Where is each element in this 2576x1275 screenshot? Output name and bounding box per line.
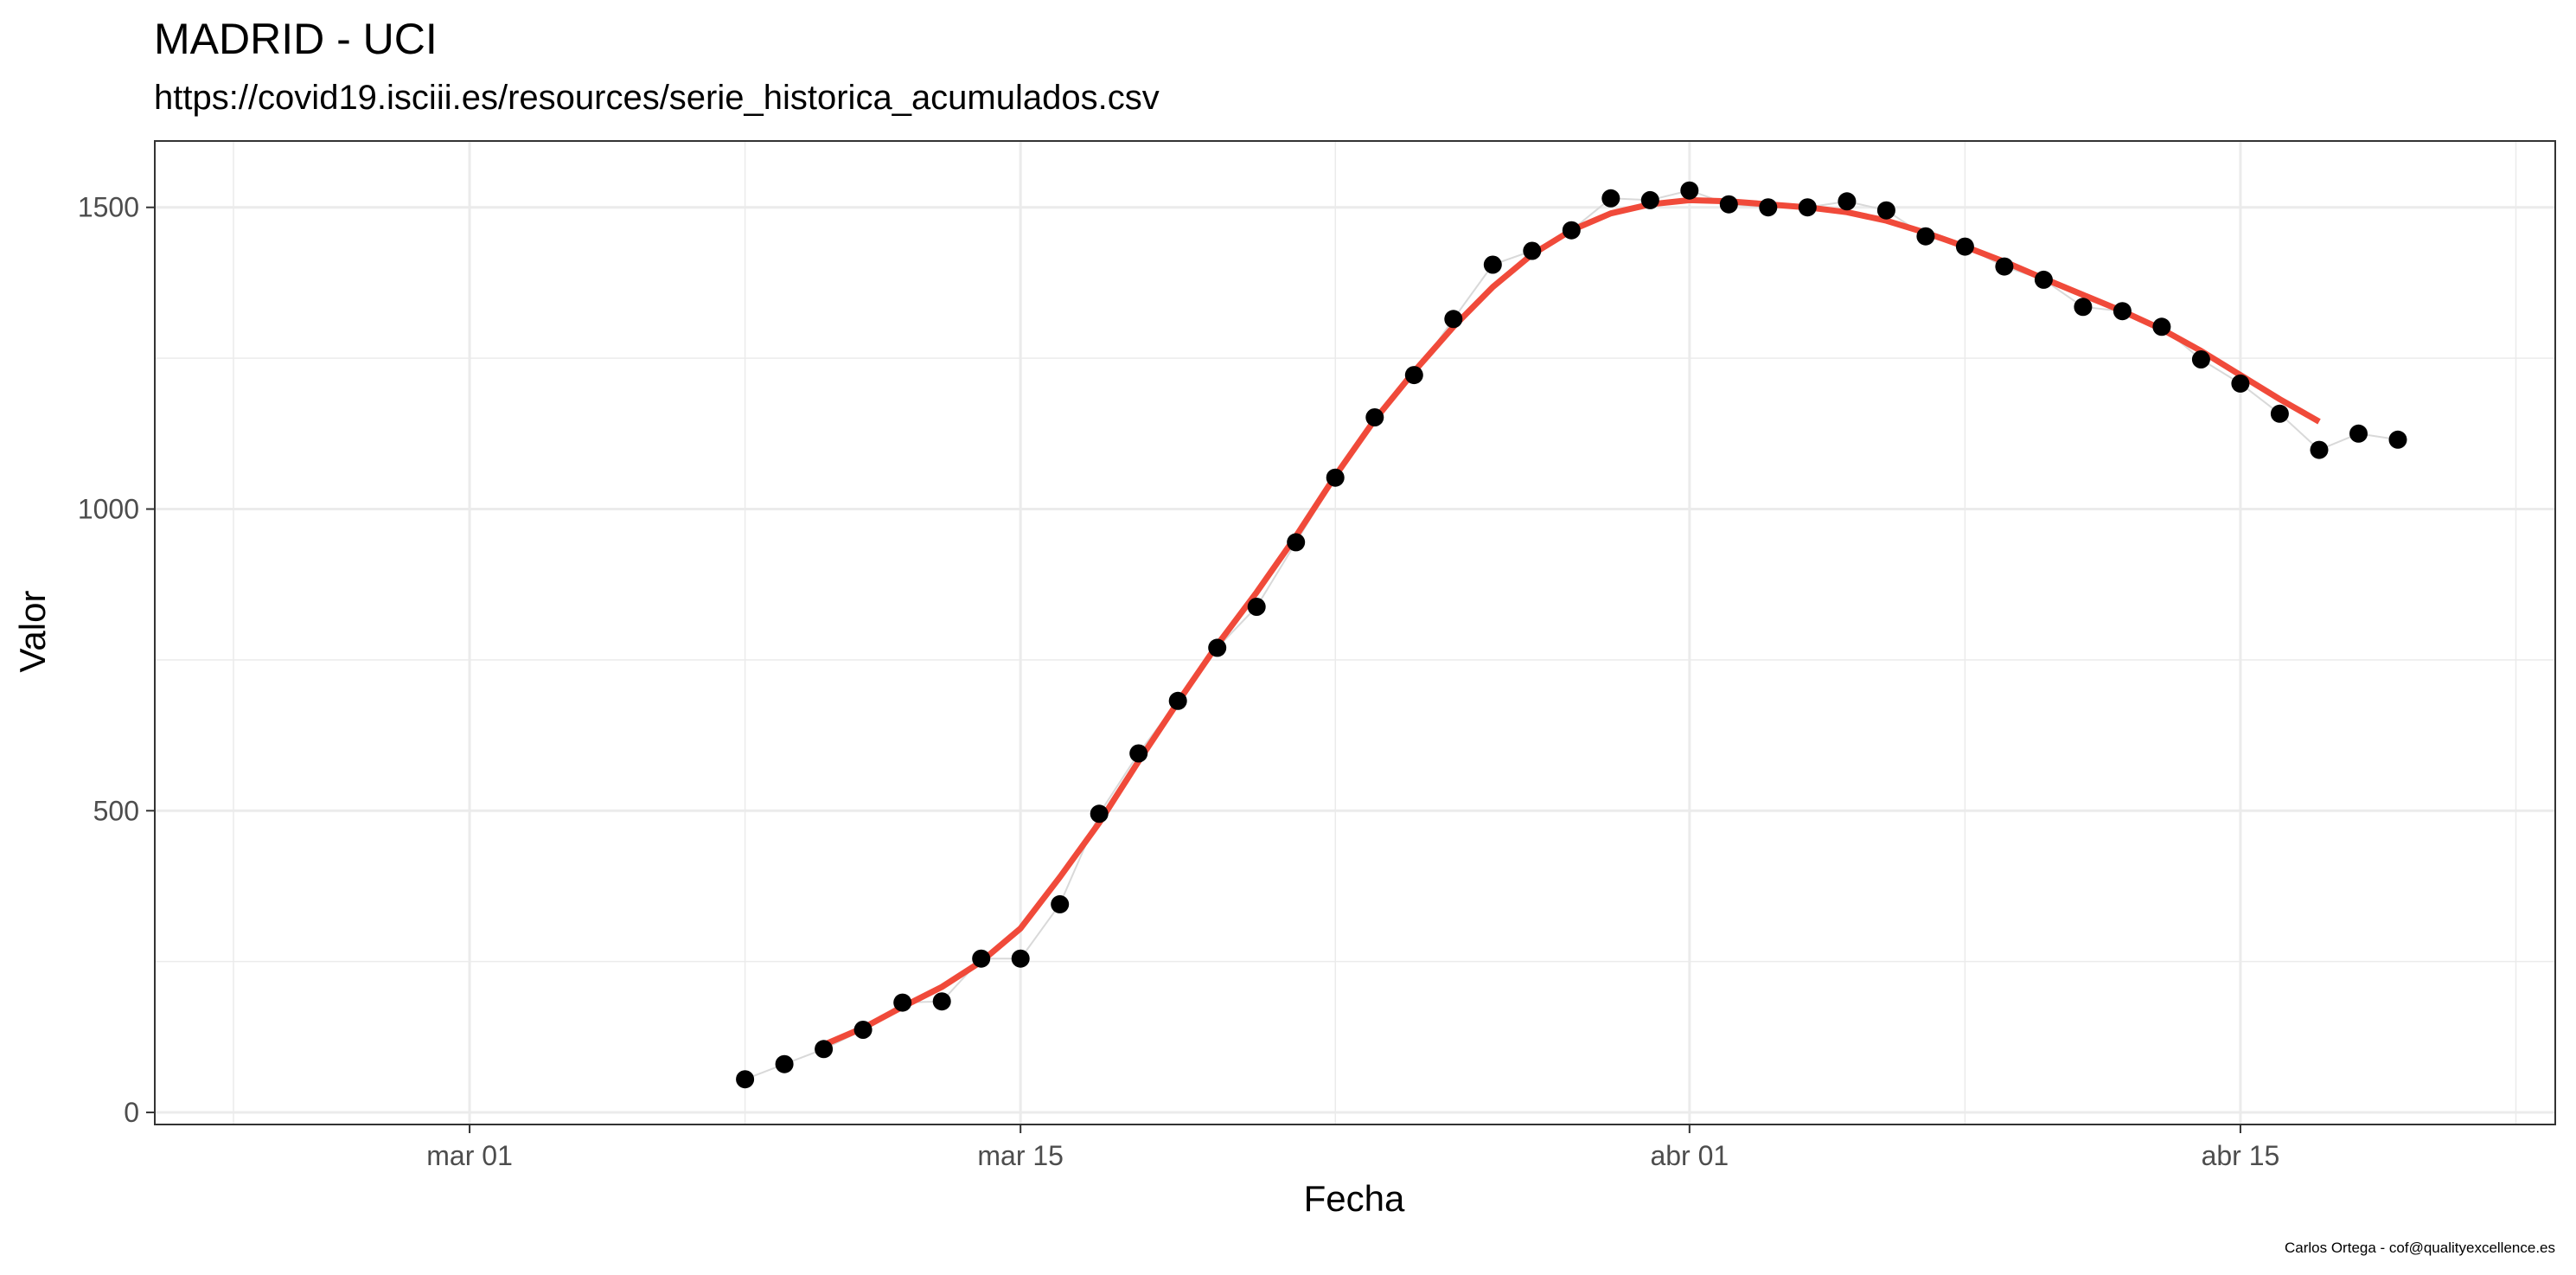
- data-point: [1208, 638, 1227, 657]
- plot-panel-border: [154, 140, 2556, 1125]
- x-axis-title: Fecha: [1304, 1178, 1405, 1219]
- data-point: [893, 993, 912, 1012]
- data-point: [2310, 440, 2329, 459]
- data-point: [1404, 366, 1423, 385]
- data-point: [775, 1054, 794, 1073]
- data-point: [2034, 270, 2053, 289]
- data-point: [2349, 424, 2368, 443]
- y-tick-label: 1500: [78, 192, 139, 223]
- x-axis: mar 01 mar 15 abr 01 abr 15: [426, 1124, 2279, 1171]
- data-point: [1876, 201, 1895, 220]
- data-point: [1051, 894, 1070, 913]
- data-point: [1326, 468, 1345, 487]
- data-point: [1129, 744, 1148, 763]
- data-point: [853, 1021, 873, 1039]
- data-points: [736, 181, 2407, 1089]
- data-point: [1562, 221, 1581, 240]
- minor-gridlines: [155, 141, 2555, 1124]
- data-point: [972, 949, 991, 968]
- data-point: [815, 1040, 834, 1059]
- chart-title: MADRID - UCI: [154, 15, 438, 63]
- data-point: [1247, 598, 1266, 616]
- data-point: [1955, 237, 1974, 256]
- data-point: [1680, 181, 1699, 200]
- x-tick-label: mar 01: [426, 1140, 513, 1171]
- data-point: [1640, 190, 1659, 209]
- data-point: [1287, 533, 1306, 552]
- data-point: [1090, 804, 1109, 823]
- data-point: [1523, 241, 1542, 260]
- data-point: [2191, 350, 2210, 368]
- data-point: [932, 992, 951, 1011]
- data-point: [2270, 404, 2289, 423]
- data-point: [1798, 198, 1817, 217]
- data-point: [2231, 374, 2250, 393]
- data-point: [736, 1070, 755, 1089]
- y-tick-label: 1000: [78, 494, 139, 525]
- data-point: [1365, 408, 1384, 426]
- data-point: [1168, 691, 1187, 710]
- data-point: [1759, 198, 1778, 217]
- data-point: [1483, 255, 1502, 274]
- x-tick-label: abr 01: [1650, 1140, 1729, 1171]
- y-axis: 0 500 1000 1500: [78, 192, 155, 1128]
- data-point: [1995, 257, 2014, 276]
- y-axis-title: Valor: [12, 591, 53, 673]
- data-point: [2074, 298, 2093, 317]
- data-point: [1011, 949, 1030, 968]
- data-point: [1719, 195, 1738, 214]
- y-tick-label: 0: [124, 1097, 139, 1128]
- data-point: [1916, 227, 1935, 246]
- data-point: [1444, 310, 1463, 329]
- x-tick-label: mar 15: [977, 1140, 1064, 1171]
- x-tick-label: abr 15: [2202, 1140, 2280, 1171]
- chart-subtitle: https://covid19.isciii.es/resources/seri…: [154, 79, 1160, 117]
- data-point: [2388, 430, 2407, 449]
- chart-caption: Carlos Ortega - cof@qualityexcellence.es: [2285, 1240, 2555, 1256]
- data-point: [2113, 302, 2132, 321]
- data-point: [1838, 192, 1857, 211]
- data-point: [1601, 189, 1620, 208]
- data-point: [2152, 317, 2171, 336]
- y-tick-label: 500: [93, 795, 139, 826]
